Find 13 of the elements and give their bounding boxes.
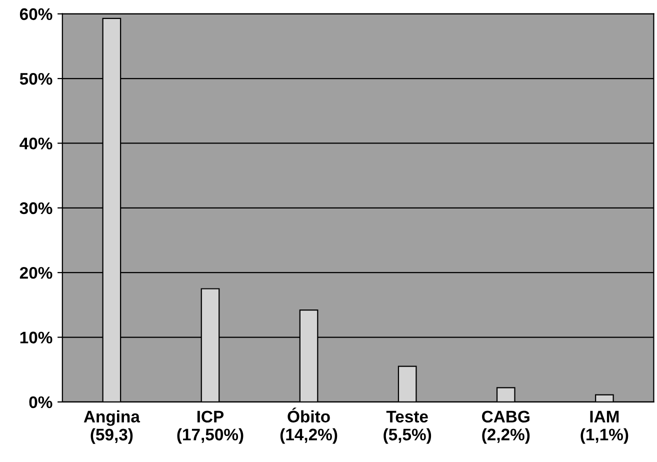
y-tick-label: 10% (20, 332, 52, 344)
x-tick-label: CABG (2,2%) (482, 410, 530, 444)
y-tick-label: 40% (20, 138, 52, 150)
x-tick-label: Óbito (14,2%) (280, 408, 338, 444)
x-tick-label: ICP (17,50%) (177, 410, 244, 444)
x-tick-label: Teste (5,5%) (384, 410, 432, 444)
y-tick-label: 50% (20, 72, 52, 85)
x-tick-label: Angina (59,3) (84, 410, 140, 444)
y-tick-label: 0% (29, 396, 52, 408)
y-tick-label: 60% (20, 8, 52, 20)
x-tick-label: IAM (1,1%) (580, 410, 628, 444)
y-tick-label: 20% (20, 266, 52, 279)
y-tick-label: 30% (20, 202, 52, 214)
